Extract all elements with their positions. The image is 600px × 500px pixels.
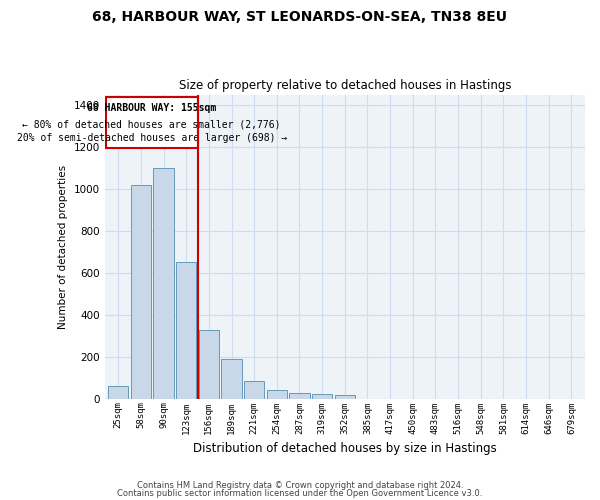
- Bar: [289, 394, 310, 398]
- Text: ← 80% of detached houses are smaller (2,776): ← 80% of detached houses are smaller (2,…: [22, 120, 281, 130]
- X-axis label: Distribution of detached houses by size in Hastings: Distribution of detached houses by size …: [193, 442, 497, 455]
- Bar: [335, 396, 355, 398]
- Text: Contains public sector information licensed under the Open Government Licence v3: Contains public sector information licen…: [118, 488, 482, 498]
- Bar: [131, 184, 151, 398]
- Text: 20% of semi-detached houses are larger (698) →: 20% of semi-detached houses are larger (…: [17, 133, 287, 143]
- Y-axis label: Number of detached properties: Number of detached properties: [58, 164, 68, 328]
- Text: 68 HARBOUR WAY: 155sqm: 68 HARBOUR WAY: 155sqm: [87, 103, 216, 113]
- Bar: [244, 381, 265, 398]
- Bar: [176, 262, 196, 398]
- Bar: [199, 330, 219, 398]
- Bar: [154, 168, 174, 398]
- Bar: [266, 390, 287, 398]
- Bar: [312, 394, 332, 398]
- Bar: [108, 386, 128, 398]
- Text: Contains HM Land Registry data © Crown copyright and database right 2024.: Contains HM Land Registry data © Crown c…: [137, 481, 463, 490]
- Title: Size of property relative to detached houses in Hastings: Size of property relative to detached ho…: [179, 79, 511, 92]
- FancyBboxPatch shape: [106, 96, 197, 148]
- Bar: [221, 359, 242, 399]
- Text: 68, HARBOUR WAY, ST LEONARDS-ON-SEA, TN38 8EU: 68, HARBOUR WAY, ST LEONARDS-ON-SEA, TN3…: [92, 10, 508, 24]
